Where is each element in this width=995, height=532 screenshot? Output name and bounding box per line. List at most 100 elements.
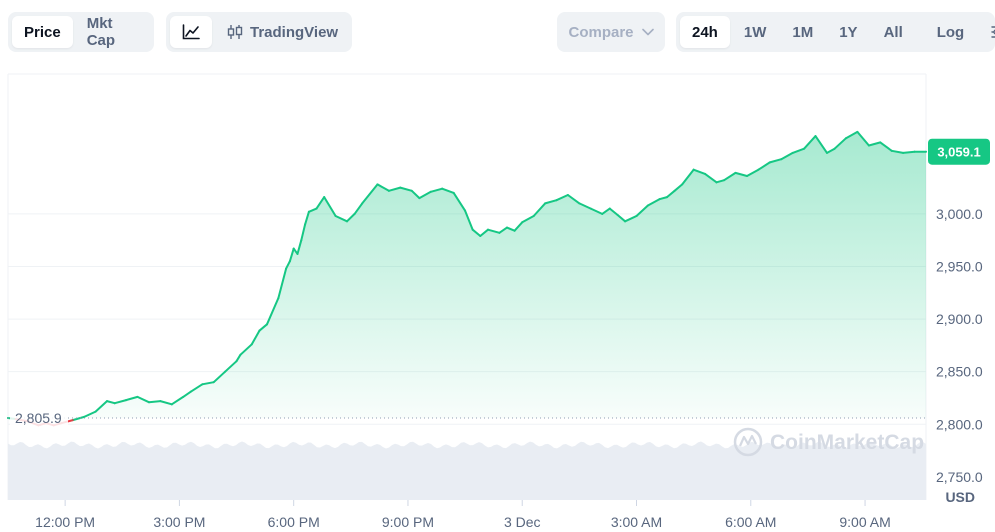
price-point [768, 161, 771, 164]
price-point [334, 215, 337, 217]
x-axis: 12:00 PM 3:00 PM 6:00 PM 9:00 PM 3 Dec 3:00 A… [35, 500, 891, 530]
price-point [224, 370, 227, 373]
range-1m[interactable]: 1M [792, 23, 814, 41]
mkt-cap-tab[interactable]: Mkt Cap [86, 15, 116, 49]
price-line-segment [692, 168, 707, 175]
price-point [300, 239, 303, 242]
price-area-fill [8, 131, 926, 419]
price-line-segment [513, 221, 524, 232]
price-line-segment [890, 149, 905, 154]
price-line-segment [387, 186, 402, 192]
x-tick-label: 6:00 PM [268, 514, 320, 530]
y-axis: 2,750.0 2,800.0 2,850.0 2,900.0 2,950.0 3,000… [936, 206, 983, 485]
watermark-logo: CoinMarketCap [733, 427, 924, 457]
price-line-segment [353, 202, 364, 215]
tradingview-label: TradingView [250, 23, 339, 41]
x-tick-label: 12:00 PM [35, 514, 95, 530]
price-point [513, 229, 516, 232]
price-point [616, 214, 619, 216]
price-line-segment [334, 215, 348, 223]
y-tick-label: 2,850.0 [936, 364, 983, 380]
price-point [746, 175, 748, 177]
price-line-segment [791, 147, 806, 154]
price-line-segment [212, 370, 227, 384]
price-point [814, 135, 817, 137]
price-point [250, 343, 253, 346]
last-price-text: 3,059.1 [937, 145, 980, 160]
price-point [285, 267, 287, 270]
range-toggle: 24h 1W 1M 1Y All Log [676, 12, 995, 52]
price-line-segment [780, 151, 794, 161]
price-point [833, 147, 836, 150]
metric-toggle: Price Mkt Cap [8, 12, 154, 52]
price-line-segment [624, 215, 638, 223]
price-line-segment [506, 226, 516, 232]
price-point [555, 199, 558, 202]
line-chart-icon [182, 24, 200, 40]
price-line-segment [239, 343, 253, 356]
price-line-segment [361, 183, 379, 205]
price-line-segment [189, 383, 204, 393]
price-point [292, 247, 295, 250]
open-price-label: 2,805.9 [15, 410, 62, 426]
price-tab[interactable]: Price [12, 16, 73, 48]
price-line-segment [833, 137, 847, 150]
price-line-segment [616, 213, 627, 223]
compare-dropdown[interactable]: Compare [557, 12, 665, 52]
range-1w[interactable]: 1W [743, 23, 767, 41]
y-tick-label: 2,950.0 [936, 258, 983, 274]
price-point [913, 150, 916, 153]
price-point [277, 297, 280, 299]
price-point [734, 172, 737, 174]
chevron-down-icon [641, 28, 654, 36]
price-line-segment [304, 210, 310, 226]
price-point [608, 207, 611, 210]
price-line-segment [266, 297, 280, 326]
price-line-segment [136, 395, 150, 404]
line-chart-button[interactable] [170, 16, 212, 48]
price-point [868, 144, 870, 147]
price-point [189, 390, 192, 393]
price-line-segment [902, 150, 916, 154]
price-point [106, 400, 108, 402]
candlestick-icon [227, 25, 243, 39]
range-all[interactable]: All [883, 23, 903, 41]
price-point [647, 204, 649, 207]
log-scale-button[interactable]: Log [936, 23, 965, 41]
price-point [289, 260, 291, 263]
price-point [902, 152, 904, 154]
price-line-segment [532, 202, 547, 217]
chart-settings-button[interactable] [978, 16, 995, 48]
price-point [308, 210, 310, 213]
range-24h[interactable]: 24h [680, 16, 730, 48]
price-line-segment [300, 223, 307, 242]
price-point [521, 221, 524, 224]
range-1y[interactable]: 1Y [839, 23, 858, 41]
price-line-segment [235, 353, 242, 363]
price-point [258, 329, 261, 332]
price-point [94, 410, 97, 413]
price-line-segment [277, 267, 288, 299]
price-line-segment [479, 228, 489, 237]
price-line-segment [635, 204, 649, 217]
compare-label: Compare [568, 23, 634, 41]
price-point [471, 228, 474, 231]
chart-toolbar: Price Mkt Cap TradingView Compare 24h [0, 0, 995, 66]
price-line-segment [746, 168, 760, 177]
price-line-segment [94, 400, 108, 413]
price-line-segment [288, 247, 295, 263]
price-point [666, 196, 668, 199]
tradingview-button[interactable]: TradingView [214, 16, 350, 48]
price-chart[interactable]: CoinMarketCap 2,750.0 2,800.0 2,850.0 2,900… [0, 66, 995, 532]
price-line-segment [429, 187, 444, 193]
price-line-segment [646, 198, 661, 207]
price-point [212, 381, 215, 384]
price-line-segment [589, 207, 604, 215]
price-point [673, 189, 676, 192]
open-price-marker: 2,805.9 [10, 408, 68, 429]
price-line-segment [323, 196, 337, 217]
price-point [113, 402, 116, 405]
price-line-segment [83, 410, 97, 418]
price-point [479, 235, 482, 237]
x-tick-label: 9:00 AM [839, 514, 890, 530]
